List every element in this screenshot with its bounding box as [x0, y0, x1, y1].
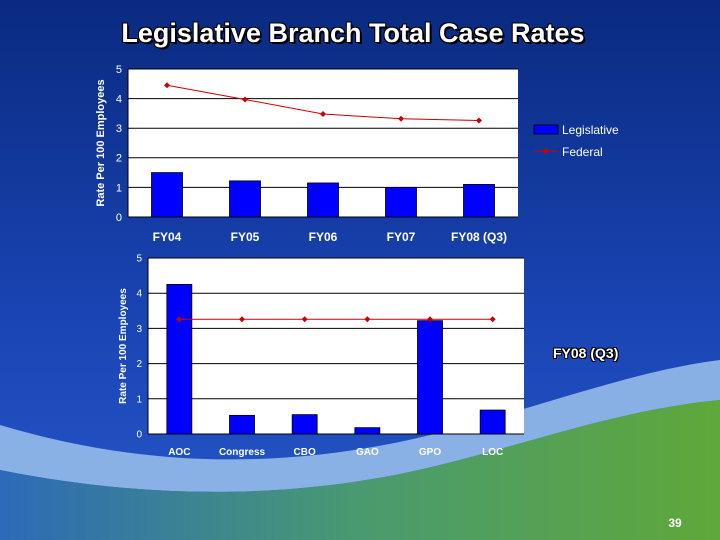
point-federal	[489, 316, 496, 323]
bar-aoc	[166, 284, 193, 435]
bar-gao	[354, 427, 381, 435]
point-federal	[301, 316, 308, 323]
y-axis-label: Rate Per 100 Employees	[95, 79, 107, 206]
legend-label-legislative: Legislative	[562, 123, 619, 137]
bar-cbo	[291, 414, 318, 435]
point-federal	[176, 316, 183, 323]
bar-loc	[479, 409, 506, 435]
x-tick-label: GAO	[356, 447, 379, 458]
y-tick-label: 0	[116, 212, 122, 224]
y-tick-label: 2	[136, 359, 142, 370]
x-tick-label: FY07	[387, 230, 416, 244]
point-federal	[320, 110, 326, 117]
y-tick-label: 5	[136, 254, 142, 265]
slide-title: Legislative Branch Total Case Rates	[121, 18, 585, 48]
x-tick-label: Congress	[219, 447, 266, 458]
x-tick-label: FY06	[309, 230, 338, 244]
y-tick-label: 3	[116, 123, 122, 135]
y-tick-label: 5	[116, 64, 122, 76]
swoosh-green	[0, 400, 720, 540]
x-tick-label: LOC	[482, 447, 503, 458]
x-tick-label: CBO	[294, 447, 316, 458]
y-tick-label: 2	[116, 153, 122, 165]
bar-fy04	[151, 172, 183, 218]
bar-fy05	[229, 180, 261, 218]
bar-fy07	[385, 186, 417, 218]
x-tick-label: AOC	[168, 447, 190, 458]
bar-congress	[229, 414, 255, 435]
x-tick-label: FY04	[153, 230, 182, 244]
bar-gpo	[417, 320, 443, 435]
point-federal	[364, 316, 371, 323]
point-federal	[164, 82, 170, 89]
plot-area	[148, 258, 524, 434]
bar-fy06	[307, 182, 339, 218]
bar-fy08-q3-	[463, 184, 495, 218]
point-federal	[427, 316, 433, 323]
page-number: 39	[668, 516, 682, 530]
y-tick-label: 1	[116, 182, 122, 194]
y-tick-label: 1	[136, 394, 142, 405]
y-tick-label: 3	[136, 324, 142, 335]
x-tick-label: GPO	[419, 447, 441, 458]
y-tick-label: 4	[136, 289, 142, 300]
chart-top: 0 1 2 3 4 5 Rate Per 100 Employees FY04 FY05 FY06…	[95, 64, 619, 244]
point-federal	[239, 316, 245, 323]
point-federal	[242, 96, 248, 103]
legend-label-federal: Federal	[562, 145, 603, 159]
y-axis-label: Rate Per 100 Employees	[118, 288, 129, 404]
chart-bottom: 0 1 2 3 4 5 Rate Per 100 Employees AOC Congress C…	[118, 254, 524, 458]
x-tick-label: FY08 (Q3)	[451, 230, 507, 244]
point-federal	[398, 115, 404, 122]
swoosh-light	[0, 360, 720, 492]
legend-swatch-legislative	[533, 124, 559, 135]
y-tick-label: 0	[136, 430, 142, 441]
y-tick-label: 4	[116, 93, 122, 105]
x-tick-label: FY05	[231, 230, 260, 244]
period-label: FY08 (Q3)	[553, 345, 619, 361]
legend-marker-federal	[543, 148, 549, 154]
point-federal	[476, 117, 482, 124]
